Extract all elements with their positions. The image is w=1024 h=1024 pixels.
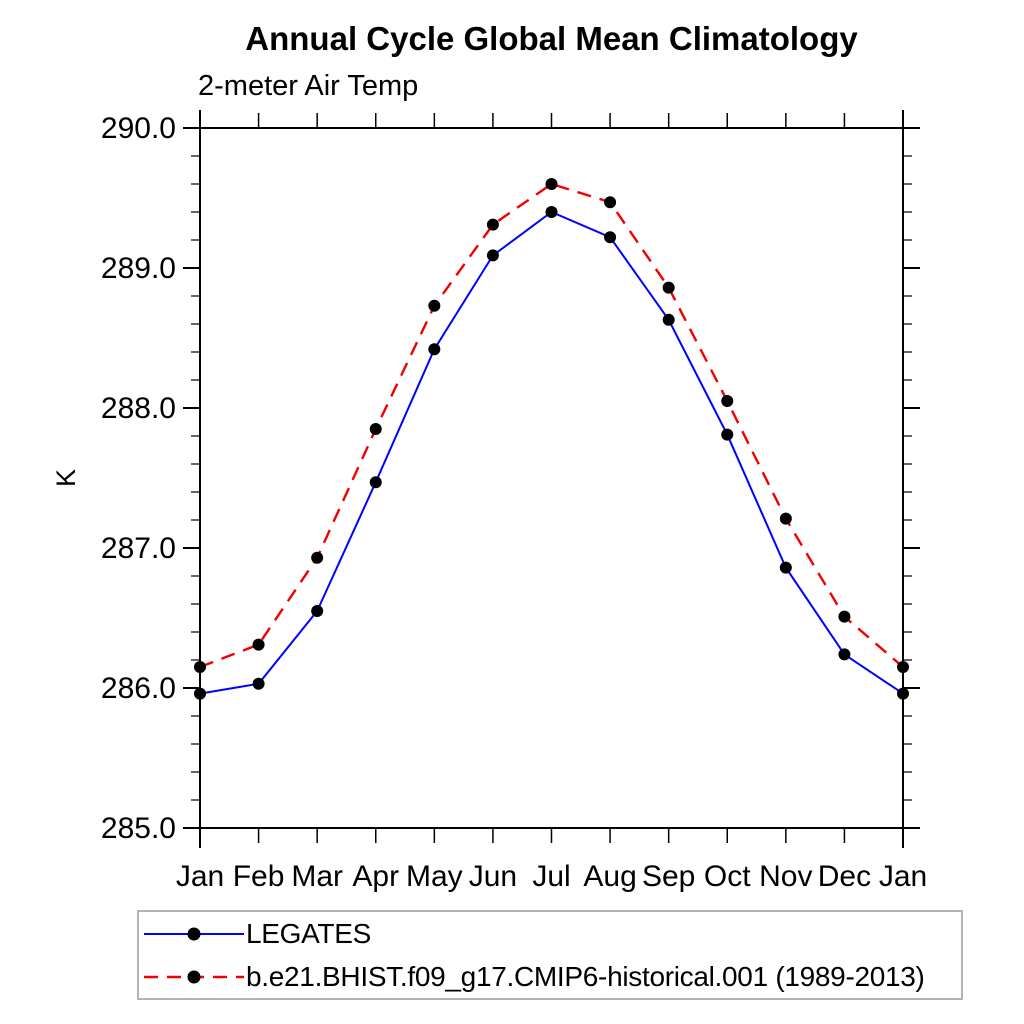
data-point-marker	[252, 677, 265, 690]
legend-item-legates: LEGATES	[142, 914, 961, 954]
data-point-marker	[545, 206, 558, 218]
data-point-marker	[311, 605, 324, 617]
legend-marker-icon	[187, 970, 201, 983]
x-tick-label: Mar	[291, 860, 343, 893]
x-tick-label: Jan	[176, 860, 224, 893]
data-point-marker	[194, 687, 206, 700]
axis-ticks	[183, 110, 920, 848]
legend-sample-solid-line	[144, 927, 244, 940]
data-point-marker	[486, 249, 499, 262]
data-point-marker	[779, 561, 792, 574]
x-tick-label: Sep	[642, 860, 695, 893]
data-point-marker	[545, 178, 558, 190]
data-point-marker	[897, 661, 909, 673]
legend-sample-dashed-line	[144, 970, 244, 983]
x-tick-label: Apr	[352, 860, 399, 893]
data-point-marker	[311, 551, 324, 564]
x-tick-label: Aug	[583, 860, 636, 893]
data-point-marker	[369, 476, 382, 489]
y-tick-label: 285.0	[101, 812, 176, 845]
data-point-marker	[604, 196, 617, 209]
data-point-marker	[252, 638, 265, 651]
y-tick-label: 289.0	[101, 252, 176, 285]
data-point-marker	[662, 281, 675, 294]
chart-subtitle: 2-meter Air Temp	[198, 70, 419, 102]
x-tick-label: May	[406, 860, 463, 893]
legend-marker-icon	[187, 927, 201, 940]
data-point-marker	[194, 661, 206, 673]
x-tick-label: Feb	[233, 860, 285, 893]
y-tick-label: 288.0	[101, 392, 176, 425]
chart-title: Annual Cycle Global Mean Climatology	[245, 20, 858, 57]
series-line-model	[199, 182, 904, 669]
data-point-marker	[662, 313, 675, 326]
data-point-marker	[838, 648, 851, 661]
x-tick-label: Dec	[818, 860, 871, 893]
x-tick-labels: Jan Feb Mar Apr May Jun Jul Aug Sep Oct Nov Dec Jan	[176, 860, 927, 893]
y-tick-label: 286.0	[101, 672, 176, 705]
data-point-marker	[428, 299, 441, 312]
series-markers-model	[194, 178, 909, 673]
data-point-marker	[604, 231, 617, 244]
y-tick-label: 290.0	[101, 112, 176, 145]
x-tick-label: Jul	[532, 860, 570, 893]
legend-label: b.e21.BHIST.f09_g17.CMIP6-historical.001…	[246, 960, 925, 992]
data-point-marker	[838, 610, 851, 623]
data-point-marker	[897, 687, 909, 700]
x-tick-label: Jan	[879, 860, 927, 893]
data-point-marker	[369, 423, 382, 435]
y-axis-label: K	[50, 469, 81, 488]
data-point-marker	[428, 343, 441, 356]
legend-label: LEGATES	[246, 917, 371, 949]
y-tick-label: 287.0	[101, 532, 176, 565]
y-tick-labels: 285.0 286.0 287.0 288.0 289.0 290.0	[101, 112, 176, 845]
x-tick-label: Jun	[469, 860, 517, 893]
plot-frame	[199, 127, 904, 829]
data-point-marker	[721, 395, 734, 407]
legend-box: LEGATES b.e21.BHIST.f09_g17.CMIP6-histor…	[137, 910, 963, 1000]
series-line-legates	[199, 210, 904, 695]
x-tick-label: Oct	[704, 860, 751, 893]
data-point-marker	[721, 428, 734, 441]
data-point-marker	[486, 218, 499, 231]
data-point-marker	[779, 512, 792, 525]
x-tick-label: Nov	[759, 860, 812, 893]
legend-item-model: b.e21.BHIST.f09_g17.CMIP6-historical.001…	[142, 957, 961, 997]
series-markers-legates	[194, 206, 909, 700]
